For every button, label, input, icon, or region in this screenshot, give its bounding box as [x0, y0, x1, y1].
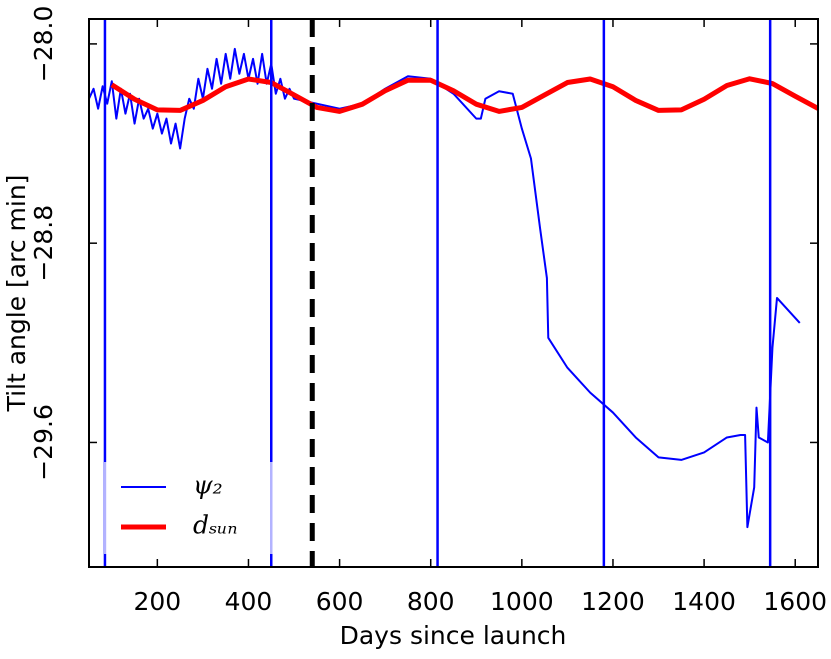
y-axis-label: Tilt angle [arc min]	[2, 175, 31, 413]
x-tick-label: 400	[225, 587, 273, 616]
x-axis-label: Days since launch	[340, 621, 567, 650]
legend-label: ψ₂	[193, 471, 223, 500]
x-tick-label: 1400	[672, 587, 736, 616]
x-tick-label: 1200	[581, 587, 645, 616]
series-line	[89, 47, 801, 529]
x-tick-label: 600	[316, 587, 364, 616]
plot-frame	[88, 18, 819, 568]
x-tick-label: 800	[407, 587, 455, 616]
x-tick-label: 200	[133, 587, 181, 616]
y-tick-label: −28.0	[29, 6, 58, 83]
x-tick-label: 1000	[490, 587, 554, 616]
y-tick-label: −28.8	[29, 205, 58, 282]
legend-label: dₛᵤₙ	[193, 511, 238, 540]
x-tick-label: 1600	[763, 587, 827, 616]
y-tick-label: −29.6	[29, 404, 58, 481]
legend-bg	[104, 462, 279, 554]
series-line	[110, 76, 818, 114]
